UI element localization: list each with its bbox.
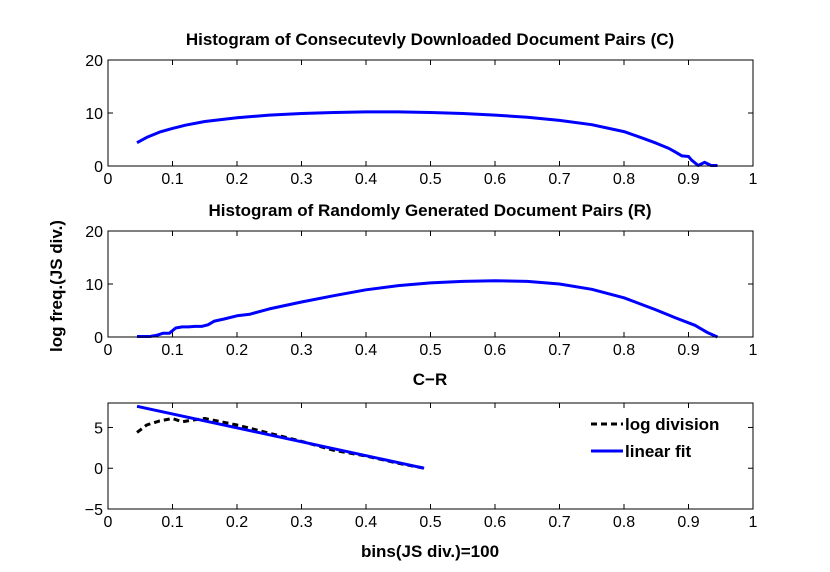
- y-tick-label: 0: [94, 159, 103, 176]
- chart-panel-fit: 0 0.1 0.2 0.3 0.4 0.5 0.6 0.7 0.8 0.9 1−505 log di…: [85, 402, 758, 561]
- x-tick-label: 0.5: [419, 171, 441, 188]
- chart-panel-random: Histogram of Randomly Generated Document…: [85, 201, 757, 389]
- x-tick-label: 0.2: [226, 514, 248, 531]
- x-tick-label: 0.2: [226, 342, 248, 359]
- x-tick-label: 0.7: [548, 514, 570, 531]
- x-tick-label: 0.1: [161, 514, 183, 531]
- x-tick-label: 1: [749, 171, 758, 188]
- chart-panel-consecutive: Histogram of Consecutevly Downloaded Doc…: [85, 30, 757, 188]
- x-tick-label: 0.7: [548, 342, 570, 359]
- x-tick-label: 1: [749, 514, 758, 531]
- y-tick-label: 10: [85, 277, 103, 294]
- x-tick-label: 0.6: [484, 171, 506, 188]
- x-axis-label-bins: bins(JS div.)=100: [361, 542, 499, 561]
- x-tick-label: 0.1: [161, 171, 183, 188]
- x-tick-label: 0.6: [484, 514, 506, 531]
- x-tick-label: 0.3: [290, 342, 312, 359]
- legend-label-linear-fit: linear fit: [625, 442, 691, 461]
- chart-title-consecutive: Histogram of Consecutevly Downloaded Doc…: [186, 30, 674, 49]
- x-tick-label: 0.4: [355, 342, 377, 359]
- y-tick-label: 20: [85, 224, 103, 241]
- x-tick-label: 0.7: [548, 171, 570, 188]
- x-tick-label: 0: [104, 171, 113, 188]
- x-tick-label: 0.4: [355, 171, 377, 188]
- x-tick-label: 0.9: [677, 342, 699, 359]
- x-tick-label: 0.8: [613, 342, 635, 359]
- x-tick-label: 0.3: [290, 171, 312, 188]
- plot-frame: [107, 59, 754, 167]
- x-tick-label: 0.2: [226, 171, 248, 188]
- x-tick-label: 0.8: [613, 514, 635, 531]
- x-tick-label: 0.8: [613, 171, 635, 188]
- series-line-linear-fit: [136, 404, 425, 470]
- x-tick-label: 0.3: [290, 514, 312, 531]
- figure-ylabel: log freq.(JS div.): [47, 220, 66, 352]
- x-tick-label: 0.5: [419, 342, 441, 359]
- y-tick-label: −5: [85, 502, 103, 519]
- chart-title-random: Histogram of Randomly Generated Document…: [208, 201, 651, 220]
- series-line-random: [137, 279, 719, 339]
- axis-ticks: 0 0.1 0.2 0.3 0.4 0.5 0.6 0.7 0.8 0.9 1−505: [85, 403, 758, 531]
- x-tick-label: 0.4: [355, 514, 377, 531]
- y-tick-label: 5: [94, 420, 103, 437]
- plot-frame: [107, 402, 754, 510]
- x-tick-label: 0.5: [419, 514, 441, 531]
- x-tick-label: 0.9: [677, 171, 699, 188]
- legend: log division linear fit: [591, 415, 719, 461]
- x-tick-label: 1: [749, 342, 758, 359]
- x-tick-label: 0: [104, 514, 113, 531]
- legend-label-log-division: log division: [625, 415, 719, 434]
- x-tick-label: 0.9: [677, 514, 699, 531]
- x-axis-label-cr: C−R: [413, 370, 447, 389]
- y-tick-label: 0: [94, 461, 103, 478]
- y-tick-label: 10: [85, 106, 103, 123]
- plot-frame: [107, 230, 754, 338]
- series-line-consecutive: [136, 110, 718, 167]
- x-tick-label: 0: [104, 342, 113, 359]
- y-tick-label: 0: [94, 330, 103, 347]
- x-tick-label: 0.1: [161, 342, 183, 359]
- y-tick-label: 20: [85, 53, 103, 70]
- series-line-log-division: [136, 417, 425, 470]
- x-tick-label: 0.6: [484, 342, 506, 359]
